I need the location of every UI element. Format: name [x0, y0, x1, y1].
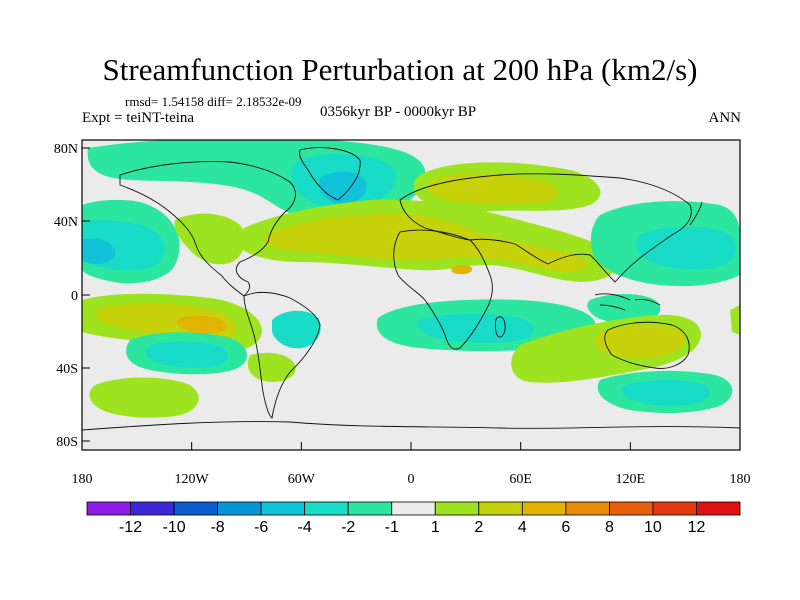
colorbar-swatch [86, 501, 131, 516]
colorbar-label: 10 [644, 519, 662, 536]
colorbar-label: -1 [385, 519, 399, 536]
lon-tick-label: 120W [175, 472, 210, 487]
colorbar-label: -2 [341, 519, 355, 536]
colorbar-label: -10 [163, 519, 186, 536]
colorbar-label: 4 [518, 519, 527, 536]
colorbar-label: -4 [298, 519, 312, 536]
colorbar-swatch [391, 501, 436, 516]
contour-spacific-south-pos [89, 377, 199, 418]
coast-greenland [299, 147, 361, 201]
contour-wpacific-inner [636, 226, 736, 270]
colorbar-label: 12 [688, 519, 706, 536]
colorbar-label: -12 [119, 519, 142, 536]
colorbar: -12 -10 -8 -6 -4 -2 -1 1 2 4 6 8 10 12 [86, 501, 741, 536]
colorbar-swatch [652, 501, 697, 516]
colorbar-swatch [130, 501, 175, 516]
lat-tick-label: 80N [54, 142, 78, 157]
colorbar-swatch [217, 501, 262, 516]
contour-subtropic-core [451, 265, 473, 275]
lat-tick-label: 40N [54, 215, 78, 230]
contour-tasman-pos [730, 305, 740, 335]
colorbar-swatch [260, 501, 306, 516]
season-label: ANN [708, 110, 742, 126]
stats-text: rmsd= 1.54158 diff= 2.18532e-09 [125, 94, 302, 109]
period-label: 0356kyr BP - 0000kyr BP [320, 104, 477, 120]
colorbar-label: 1 [431, 519, 440, 536]
colorbar-label: -8 [210, 519, 224, 536]
colorbar-swatch [609, 501, 654, 516]
colorbar-swatch [304, 501, 349, 516]
lon-tick-label: 180 [730, 472, 751, 487]
coast-north-america [119, 161, 296, 297]
contour-spacific-neg-inner [145, 341, 229, 369]
colorbar-swatch [347, 501, 393, 516]
colorbar-label: 2 [474, 519, 483, 536]
colorbar-swatch [696, 501, 741, 516]
coast-antarctica [82, 421, 740, 431]
contour-fields [82, 140, 740, 418]
contour-antarctic-pos [248, 352, 296, 382]
lat-tick-label: 40S [56, 362, 78, 377]
colorbar-swatch [521, 501, 567, 516]
contour-satlantic-neg [272, 310, 321, 349]
coast-africa [393, 229, 493, 350]
contour-nepacific-pos [174, 213, 246, 265]
contour-npacific-core [82, 238, 116, 264]
experiment-label: Expt = teiNT-teina [82, 110, 195, 126]
coastlines [82, 147, 740, 431]
lon-tick-label: 60W [288, 472, 316, 487]
contour-spacific-core [176, 315, 227, 334]
colorbar-swatch [173, 501, 218, 516]
colorbar-swatch [434, 501, 480, 516]
lat-tick-label: 0 [71, 289, 78, 304]
lon-tick-label: 180 [72, 472, 93, 487]
colorbar-swatch [565, 501, 610, 516]
coast-south-america [243, 291, 321, 419]
contour-subtropic-inner [262, 214, 588, 272]
coast-indonesia [594, 293, 661, 311]
lon-tick-label: 60E [509, 472, 532, 487]
coast-australia [604, 321, 690, 369]
colorbar-label: 8 [605, 519, 614, 536]
lon-tick-label: 120E [616, 472, 646, 487]
map-title: Streamfunction Perturbation at 200 hPa (… [102, 52, 698, 87]
contour-socean-inner [621, 379, 711, 407]
coast-eurasia [399, 173, 692, 283]
contour-eurasia-inner [427, 173, 558, 205]
colorbar-label: -6 [254, 519, 268, 536]
contour-australia-inner [595, 324, 686, 359]
longitude-ticks: 180 120W 60W 0 60E 120E 180 [72, 442, 751, 487]
contour-indonesia-neg [587, 294, 661, 324]
latitude-ticks: 80N 40N 0 40S 80S [54, 142, 90, 450]
lat-tick-label: 80S [56, 435, 78, 450]
colorbar-swatch [478, 501, 523, 516]
lon-tick-label: 0 [408, 472, 415, 487]
coast-japan [689, 201, 703, 226]
coast-madagascar [494, 316, 506, 338]
colorbar-label: 6 [561, 519, 570, 536]
